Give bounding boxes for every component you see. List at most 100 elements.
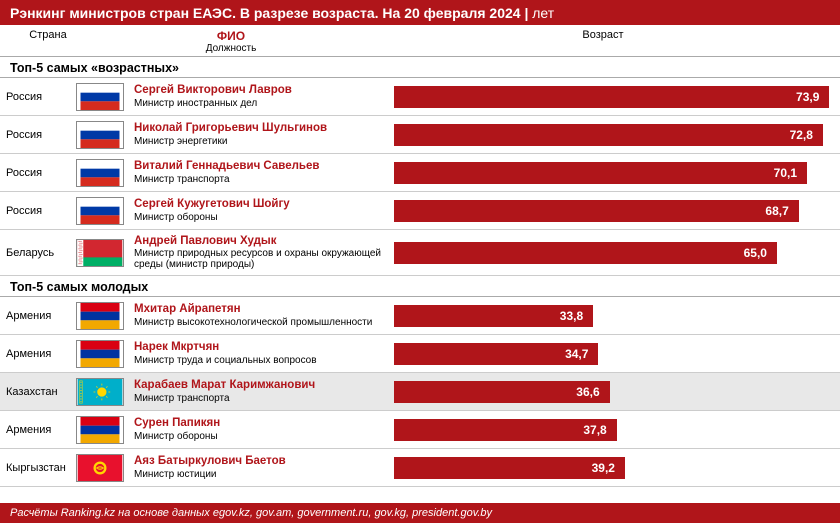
person-name: Нарек Мкртчян (134, 341, 386, 354)
person-cell: Аяз Батыркулович БаетовМинистр юстиции (134, 455, 394, 479)
footer-source: Расчёты Ranking.kz на основе данных egov… (0, 503, 840, 523)
bar-zone: 37,8 (394, 419, 830, 441)
person-cell: Сергей Викторович ЛавровМинистр иностран… (134, 84, 394, 108)
age-bar: 70,1 (394, 162, 807, 184)
country-label: Казахстан (6, 386, 76, 398)
person-position: Министр обороны (134, 212, 386, 223)
age-bar: 34,7 (394, 343, 598, 365)
country-label: Армения (6, 348, 76, 360)
person-position: Министр иностранных дел (134, 98, 386, 109)
person-cell: Мхитар АйрапетянМинистр высокотехнологич… (134, 303, 394, 327)
country-label: Россия (6, 167, 76, 179)
person-cell: Сурен ПапикянМинистр обороны (134, 417, 394, 441)
age-bar: 37,8 (394, 419, 617, 441)
age-value: 65,0 (744, 246, 767, 260)
age-value: 73,9 (796, 90, 819, 104)
bar-zone: 36,6 (394, 381, 830, 403)
ru-flag-icon (76, 121, 124, 149)
bar-zone: 72,8 (394, 124, 830, 146)
col-fio: ФИО (86, 29, 376, 43)
table-row: Армения Сурен ПапикянМинистр обороны 37,8 (0, 411, 840, 449)
person-cell: Николай Григорьевич ШульгиновМинистр эне… (134, 122, 394, 146)
age-bar: 72,8 (394, 124, 823, 146)
person-name: Аяз Батыркулович Баетов (134, 455, 386, 468)
kg-flag-icon (76, 454, 124, 482)
kz-flag-icon (76, 378, 124, 406)
chart-title: Рэнкинг министров стран ЕАЭС. В разрезе … (0, 0, 840, 25)
person-name: Мхитар Айрапетян (134, 303, 386, 316)
age-value: 70,1 (774, 166, 797, 180)
person-name: Сергей Кужугетович Шойгу (134, 198, 386, 211)
age-value: 37,8 (583, 423, 606, 437)
section-old-title: Топ-5 самых «возрастных» (0, 57, 840, 78)
ru-flag-icon (76, 197, 124, 225)
country-label: Россия (6, 129, 76, 141)
person-cell: Виталий Геннадьевич СавельевМинистр тран… (134, 160, 394, 184)
col-position: Должность (86, 43, 376, 54)
country-label: Кыргызстан (6, 462, 76, 474)
section-young-title: Топ-5 самых молодых (0, 276, 840, 297)
col-person: ФИО Должность (86, 29, 376, 54)
person-position: Министр энергетики (134, 136, 386, 147)
table-row: Кыргызстан Аяз Батыркулович БаетовМинистр… (0, 449, 840, 487)
person-name: Андрей Павлович Худык (134, 235, 386, 248)
bar-zone: 68,7 (394, 200, 830, 222)
person-position: Министр высокотехнологической промышленн… (134, 317, 386, 328)
am-flag-icon (76, 302, 124, 330)
person-cell: Андрей Павлович ХудыкМинистр природных р… (134, 235, 394, 270)
country-label: Россия (6, 91, 76, 103)
table-row: Казахстан Карабаев Марат КаримжановичМини… (0, 373, 840, 411)
table-row: Россия Виталий Геннадьевич СавельевМинист… (0, 154, 840, 192)
country-label: Беларусь (6, 247, 76, 259)
bar-zone: 73,9 (394, 86, 830, 108)
title-sep: | (521, 5, 533, 21)
age-bar: 36,6 (394, 381, 610, 403)
age-value: 33,8 (560, 309, 583, 323)
person-position: Министр транспорта (134, 174, 386, 185)
by-flag-icon (76, 239, 124, 267)
person-cell: Сергей Кужугетович ШойгуМинистр обороны (134, 198, 394, 222)
person-position: Министр природных ресурсов и охраны окру… (134, 248, 386, 270)
person-position: Министр юстиции (134, 469, 386, 480)
title-unit: лет (532, 5, 554, 21)
ru-flag-icon (76, 83, 124, 111)
age-bar: 33,8 (394, 305, 593, 327)
am-flag-icon (76, 340, 124, 368)
title-main: Рэнкинг министров стран ЕАЭС. В разрезе … (10, 5, 521, 21)
person-name: Карабаев Марат Каримжанович (134, 379, 386, 392)
bar-zone: 70,1 (394, 162, 830, 184)
bar-zone: 33,8 (394, 305, 830, 327)
bar-zone: 34,7 (394, 343, 830, 365)
age-bar: 65,0 (394, 242, 777, 264)
column-headers: Страна ФИО Должность Возраст (0, 25, 840, 57)
country-label: Россия (6, 205, 76, 217)
person-position: Министр транспорта (134, 393, 386, 404)
person-cell: Карабаев Марат КаримжановичМинистр транс… (134, 379, 394, 403)
table-row: Россия Сергей Кужугетович ШойгуМинистр об… (0, 192, 840, 230)
col-age: Возраст (376, 29, 830, 41)
age-value: 72,8 (790, 128, 813, 142)
table-row: Россия Николай Григорьевич ШульгиновМинис… (0, 116, 840, 154)
am-flag-icon (76, 416, 124, 444)
bar-zone: 39,2 (394, 457, 830, 479)
table-row: Армения Мхитар АйрапетянМинистр высокотех… (0, 297, 840, 335)
table-row: Россия Сергей Викторович ЛавровМинистр ин… (0, 78, 840, 116)
person-name: Николай Григорьевич Шульгинов (134, 122, 386, 135)
person-position: Министр труда и социальных вопросов (134, 355, 386, 366)
age-bar: 68,7 (394, 200, 799, 222)
country-label: Армения (6, 424, 76, 436)
col-country: Страна (10, 29, 86, 41)
age-value: 34,7 (565, 347, 588, 361)
table-row: Беларусь Андрей Павлович ХудыкМинистр при… (0, 230, 840, 276)
table-row: Армения Нарек МкртчянМинистр труда и соци… (0, 335, 840, 373)
person-position: Министр обороны (134, 431, 386, 442)
person-name: Сергей Викторович Лавров (134, 84, 386, 97)
age-value: 39,2 (592, 461, 615, 475)
person-name: Виталий Геннадьевич Савельев (134, 160, 386, 173)
person-name: Сурен Папикян (134, 417, 386, 430)
person-cell: Нарек МкртчянМинистр труда и социальных … (134, 341, 394, 365)
country-label: Армения (6, 310, 76, 322)
age-bar: 73,9 (394, 86, 829, 108)
age-value: 68,7 (765, 204, 788, 218)
age-value: 36,6 (576, 385, 599, 399)
